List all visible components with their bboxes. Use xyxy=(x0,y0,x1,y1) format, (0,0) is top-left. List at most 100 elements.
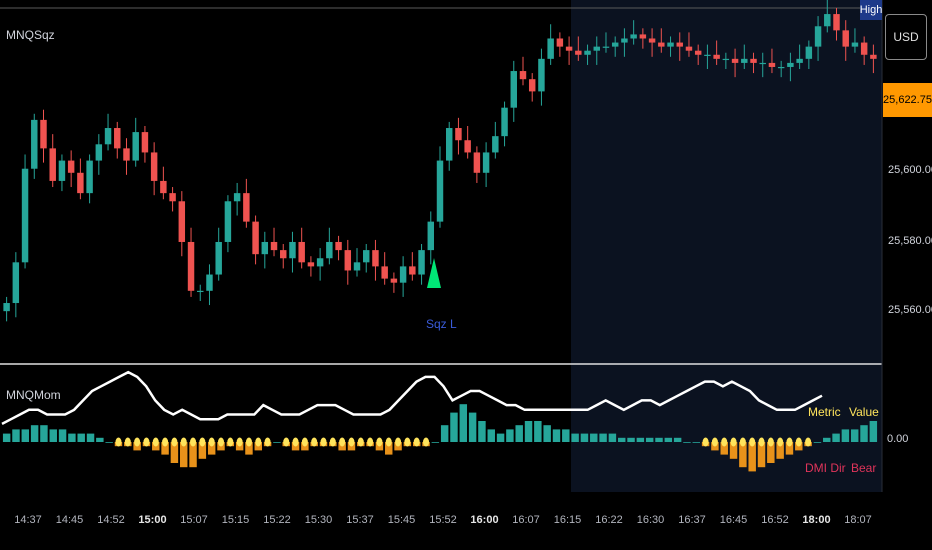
candle-body xyxy=(851,42,859,47)
time-tick: 16:15 xyxy=(553,514,582,526)
momentum-bar xyxy=(832,433,840,442)
squeeze-dot xyxy=(180,437,187,447)
squeeze-dot xyxy=(721,437,728,447)
candle-body xyxy=(58,160,66,181)
candle-body xyxy=(224,201,232,242)
momentum-bar xyxy=(645,437,654,442)
candle-body xyxy=(777,66,785,69)
squeeze-dot xyxy=(208,437,215,447)
squeeze-dot xyxy=(739,437,746,447)
candle-body xyxy=(611,42,619,47)
squeeze-dot xyxy=(367,437,374,447)
momentum-bar xyxy=(608,433,617,442)
time-tick: 16:52 xyxy=(761,514,789,526)
time-tick: 14:45 xyxy=(55,514,84,526)
time-tick: 14:52 xyxy=(97,514,125,526)
candle-body xyxy=(86,160,93,194)
currency-button[interactable]: USD xyxy=(885,14,927,60)
momentum-bar xyxy=(599,433,607,442)
squeeze-dot xyxy=(227,437,234,447)
squeeze-dot xyxy=(385,437,392,447)
candle-body xyxy=(621,38,628,43)
candle-body xyxy=(289,241,296,259)
squeeze-dot xyxy=(190,437,197,447)
candle-body xyxy=(639,34,647,39)
candle-body xyxy=(326,241,333,259)
candle-body xyxy=(814,26,822,47)
momentum-bar xyxy=(739,442,747,468)
candle-body xyxy=(750,58,757,63)
candle-body xyxy=(409,266,416,275)
squeeze-dot xyxy=(730,437,737,447)
squeeze-dot xyxy=(376,437,383,447)
candle-body xyxy=(860,42,868,55)
momentum-bar xyxy=(21,429,30,442)
candle-body xyxy=(731,58,739,63)
squeeze-dot xyxy=(711,437,718,447)
candle-body xyxy=(565,46,573,51)
candle-body xyxy=(270,241,278,251)
squeeze-dot xyxy=(404,437,411,447)
candle-body xyxy=(169,193,176,202)
momentum-bar xyxy=(385,442,393,455)
squeeze-dot xyxy=(395,437,402,447)
candle-body xyxy=(556,38,564,47)
candle-body xyxy=(519,71,527,80)
candle-body xyxy=(316,258,324,267)
adx-line xyxy=(1,370,823,426)
momentum-bar xyxy=(245,442,253,455)
squeeze-dot xyxy=(162,437,169,447)
candle-body xyxy=(141,132,149,153)
candle-body xyxy=(67,160,75,173)
squeeze-dot xyxy=(413,437,420,447)
candle-body xyxy=(381,266,388,279)
candle-body xyxy=(49,148,56,181)
candle-body xyxy=(3,303,10,312)
time-tick: 15:07 xyxy=(180,514,208,526)
candle-body xyxy=(197,290,204,293)
candle-body xyxy=(492,136,499,153)
momentum-bar xyxy=(813,442,822,443)
candle-body xyxy=(445,128,453,161)
candle-body xyxy=(768,62,776,67)
momentum-bar xyxy=(729,442,738,459)
momentum-bar xyxy=(68,433,76,442)
squeeze-dot xyxy=(329,437,336,447)
candle-body xyxy=(12,262,20,304)
lower-zero-label: 0.00 xyxy=(887,433,909,445)
time-tick: 14:37 xyxy=(14,514,42,526)
momentum-bar xyxy=(189,442,197,468)
momentum-bar xyxy=(664,437,673,442)
momentum-bar xyxy=(431,442,440,443)
squeeze-long-arrow xyxy=(427,258,441,288)
candle-body xyxy=(114,128,121,149)
candle-body xyxy=(363,250,370,263)
momentum-bar xyxy=(459,404,468,442)
momentum-bar xyxy=(440,425,449,442)
momentum-bar xyxy=(580,433,589,442)
squeeze-dot xyxy=(786,437,793,447)
momentum-bar xyxy=(198,442,207,459)
squeeze-dot xyxy=(283,437,290,447)
squeeze-dot xyxy=(236,437,243,447)
candle-body xyxy=(685,46,693,51)
squeeze-dot xyxy=(245,437,252,447)
candle-body xyxy=(21,168,29,263)
squeeze-dot xyxy=(134,437,141,447)
squeeze-dot xyxy=(348,437,355,447)
candle-body xyxy=(796,58,803,63)
time-tick: 16:37 xyxy=(678,514,706,526)
candle-body xyxy=(842,30,849,47)
time-tick: 15:52 xyxy=(429,514,457,526)
momentum-bar xyxy=(179,442,188,468)
squeeze-dot xyxy=(702,437,709,447)
candle-body xyxy=(584,50,591,55)
candle-body xyxy=(418,250,425,275)
candle-body xyxy=(473,152,481,173)
momentum-bar xyxy=(720,442,728,455)
momentum-bar xyxy=(785,442,794,455)
squeeze-dot xyxy=(143,437,150,447)
candle-body xyxy=(178,201,186,242)
candle-body xyxy=(676,42,683,47)
